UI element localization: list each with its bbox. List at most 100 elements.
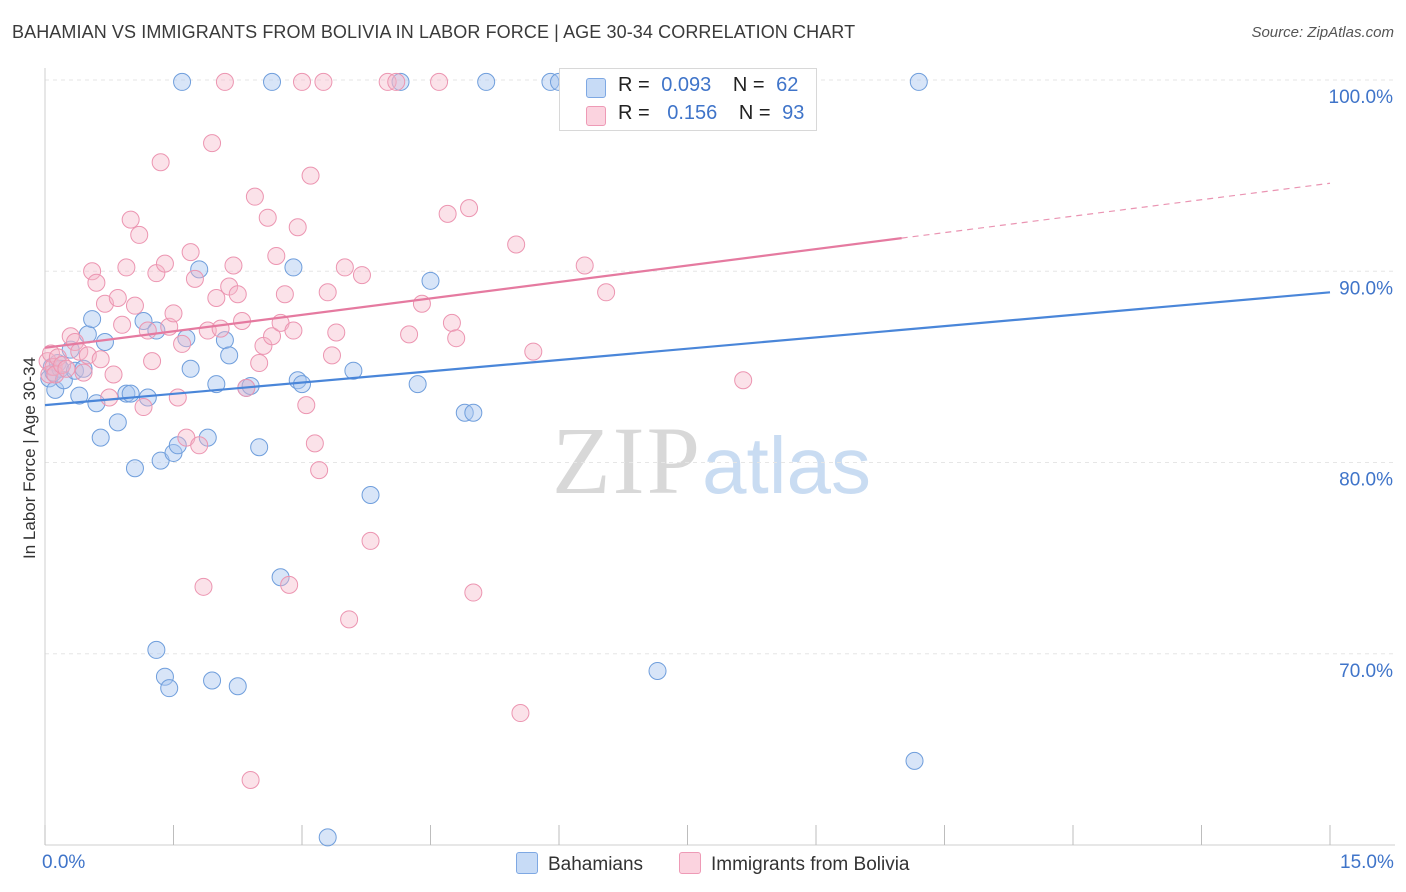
bolivia-point [275, 285, 294, 304]
bolivia-point [511, 704, 530, 723]
legend-n-value: 62 [776, 74, 799, 96]
bolivia-point [352, 266, 371, 285]
bahamian-point [95, 333, 114, 352]
bahamian-point [421, 271, 440, 290]
bolivia-point [190, 436, 209, 455]
legend-r-label: R = [618, 74, 650, 96]
bahamian-point [391, 72, 410, 91]
bolivia-point [507, 235, 526, 254]
legend-r-value: 0.156 [667, 102, 718, 124]
bahamian-point [284, 258, 303, 277]
watermark: ZIPatlas [552, 405, 871, 516]
bolivia-point [327, 323, 346, 342]
bolivia-trend-line-projection [901, 182, 1331, 239]
bolivia-point [113, 315, 132, 334]
bolivia-point [130, 225, 149, 244]
bolivia-point [447, 329, 466, 348]
bolivia-point [734, 371, 753, 390]
bahamian-point [147, 640, 166, 659]
bahamian-point [134, 311, 153, 330]
bahamian-point [408, 375, 427, 394]
bolivia-point [185, 269, 204, 288]
bahamian-point [263, 72, 282, 91]
bolivia-point [280, 575, 299, 594]
bolivia-point [46, 365, 65, 384]
bolivia-point [524, 342, 543, 361]
source-label: Source: ZipAtlas.com [1251, 24, 1394, 41]
bahamian-point [121, 384, 140, 403]
legend-n-label: N = [732, 74, 765, 96]
x-tick-label-max: 15.0% [1340, 852, 1394, 873]
bolivia-point [151, 153, 170, 172]
bolivia-point [340, 610, 359, 629]
bolivia-point [430, 72, 449, 91]
bahamian-trend-line [44, 291, 1331, 407]
legend-n-label: N = [738, 102, 771, 124]
bolivia-point [464, 583, 483, 602]
bolivia-point [442, 313, 461, 332]
bolivia-point [293, 72, 311, 91]
bolivia-point [125, 296, 144, 315]
bahamian-point [207, 375, 226, 394]
bolivia-point [87, 273, 106, 292]
legend-swatch-bolivia [586, 106, 606, 126]
bolivia-point [57, 359, 76, 378]
bolivia-point [460, 199, 479, 218]
bolivia-point [194, 577, 213, 596]
bolivia-point [318, 283, 337, 302]
y-tick-label: 90.0% [1339, 278, 1393, 299]
bolivia-point [263, 327, 282, 346]
bahamian-point [173, 72, 192, 91]
bahamian-point [648, 661, 667, 680]
bolivia-point [143, 352, 162, 371]
bolivia-point [361, 531, 380, 550]
bahamian-point [909, 72, 928, 91]
bahamian-point [220, 346, 239, 365]
bahamian-point [181, 359, 200, 378]
legend-text-bahamians: R = 0.093 N = 62 [618, 74, 798, 97]
bolivia-point [100, 388, 119, 407]
bolivia-point [314, 72, 333, 91]
bahamian-point [160, 679, 179, 698]
bolivia-point [83, 262, 102, 281]
bolivia-point [91, 350, 110, 369]
bahamian-point [361, 486, 380, 505]
bolivia-point [335, 258, 354, 277]
bolivia-point [74, 363, 93, 382]
bahamian-point [905, 751, 924, 770]
bolivia-point [181, 243, 200, 262]
bahamian-point [228, 677, 247, 696]
bahamian-point [70, 386, 89, 405]
bolivia-point [250, 354, 269, 373]
bolivia-point [134, 398, 153, 417]
bahamian-point [108, 413, 127, 432]
bolivia-point [108, 289, 127, 308]
bolivia-point [168, 388, 187, 407]
bahamian-point [83, 310, 102, 329]
bolivia-point [224, 256, 243, 275]
bolivia-point [575, 256, 594, 275]
legend-swatch-bahamians [586, 78, 606, 98]
y-tick-label: 100.0% [1329, 87, 1394, 108]
bolivia-point [400, 325, 419, 344]
bahamian-point [477, 72, 496, 91]
bolivia-point [387, 72, 406, 91]
bolivia-point [322, 346, 341, 365]
bolivia-point [228, 285, 247, 304]
bolivia-point [203, 134, 222, 153]
y-tick-label: 80.0% [1339, 470, 1393, 491]
bahamian-point [318, 828, 337, 847]
bolivia-point [284, 321, 303, 340]
bahamian-point [464, 403, 483, 422]
bahamian-point [250, 438, 269, 457]
bolivia-point [301, 166, 320, 185]
bottom-legend-label-bolivia: Immigrants from Bolivia [711, 854, 910, 875]
bahamian-point [203, 671, 222, 690]
bolivia-point [258, 208, 277, 227]
bolivia-point [117, 258, 136, 277]
bottom-legend-bolivia: Immigrants from Bolivia [679, 852, 910, 876]
bolivia-point [297, 396, 316, 415]
bottom-legend-swatch-bahamians [516, 852, 538, 874]
bolivia-point [121, 210, 140, 229]
bottom-legend-label-bahamians: Bahamians [548, 854, 644, 875]
